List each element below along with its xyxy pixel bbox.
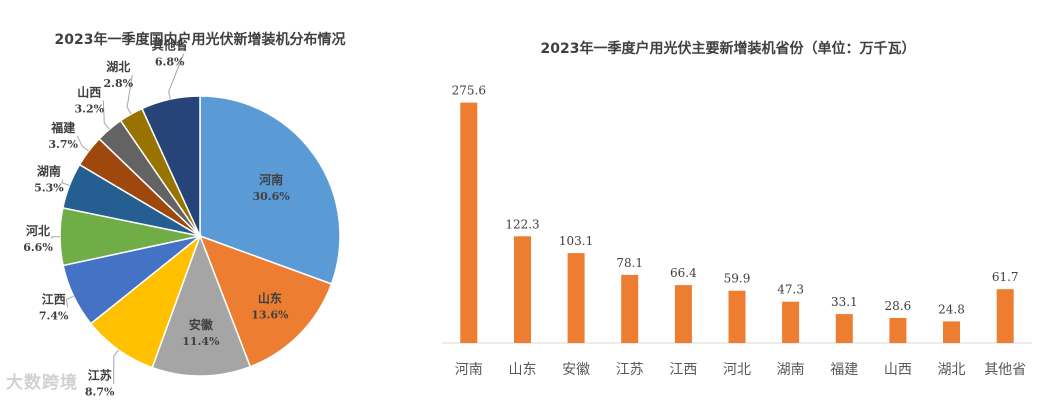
- x-tick-label-0: 河南: [455, 362, 483, 378]
- pie-label-0: 河南: [258, 172, 283, 187]
- pie-percent-8: 3.2%: [75, 102, 105, 115]
- x-tick-label-7: 福建: [830, 362, 858, 378]
- pie-leader-4: [65, 295, 74, 308]
- pie-leader-8: [102, 100, 110, 130]
- x-tick-label-1: 山东: [509, 362, 537, 378]
- bar-value-label-4: 66.4: [670, 266, 697, 280]
- pie-leader-9: [126, 74, 133, 115]
- pie-slice-10: [141, 95, 201, 237]
- pie-leader-5: [51, 236, 60, 239]
- pie-leader-6: [61, 179, 70, 186]
- bar-1: [514, 236, 531, 343]
- pie-percent-5: 6.6%: [23, 241, 53, 254]
- pie-slice-2: [151, 233, 252, 377]
- x-tick-label-8: 山西: [884, 362, 912, 378]
- bar-value-label-3: 78.1: [616, 256, 643, 270]
- bar-value-label-2: 103.1: [559, 234, 593, 248]
- pie-slice-1: [198, 234, 333, 368]
- bar-value-label-5: 59.9: [724, 272, 751, 286]
- pie-leader-7: [76, 135, 89, 152]
- pie-percent-0: 30.6%: [252, 190, 290, 203]
- pie-label-8: 山西: [77, 84, 101, 99]
- pie-leader-10: [168, 53, 185, 100]
- bar-4: [674, 285, 692, 343]
- bar-value-label-0: 275.6: [452, 84, 486, 98]
- bar-value-label-9: 24.8: [938, 302, 965, 316]
- pie-percent-4: 7.4%: [39, 310, 69, 323]
- pie-label-7: 福建: [50, 120, 76, 135]
- pie-percent-1: 13.6%: [251, 309, 289, 322]
- x-tick-label-5: 河北: [723, 362, 751, 378]
- bar-value-label-8: 28.6: [885, 299, 912, 313]
- pie-label-4: 江西: [42, 292, 66, 307]
- watermark: 大数跨境: [6, 373, 78, 393]
- pie-label-6: 湖南: [37, 164, 61, 179]
- pie-percent-2: 11.4%: [182, 335, 220, 348]
- pie-chart: 2023年一季度国内户用光伏新增装机分布情况 河南 30.6% 山东 13.6% 安徽 1…: [23, 31, 346, 399]
- bar-8: [889, 318, 907, 343]
- pie-label-9: 湖北: [106, 59, 130, 74]
- bar-3: [621, 274, 639, 343]
- bar-value-label-6: 47.3: [777, 283, 804, 297]
- pie-label-2: 安徽: [189, 317, 214, 332]
- bar-10: [996, 289, 1014, 343]
- bar-value-label-1: 122.3: [505, 217, 539, 231]
- bar-5: [728, 290, 746, 343]
- bar-value-label-10: 61.7: [992, 270, 1019, 284]
- pie-percent-3: 8.7%: [85, 386, 115, 399]
- pie-slice-0: [199, 95, 341, 285]
- bar-9: [943, 321, 960, 343]
- pie-percent-9: 2.8%: [104, 77, 134, 90]
- pie-percent-10: 6.8%: [155, 56, 185, 69]
- bar-2: [567, 253, 585, 343]
- x-tick-label-2: 安徽: [562, 362, 590, 378]
- pie-label-1: 山东: [258, 291, 282, 306]
- x-tick-label-10: 其他省: [984, 362, 1026, 378]
- x-tick-label-6: 湖南: [777, 362, 805, 378]
- bar-value-label-7: 33.1: [831, 295, 858, 309]
- pie-percent-7: 3.7%: [48, 138, 78, 151]
- bar-6: [782, 301, 800, 343]
- pie-label-10: 其他省: [152, 38, 188, 53]
- bar-chart-title: 2023年一季度户用光伏主要新增装机省份（单位：万千瓦）: [541, 40, 916, 57]
- pie-label-3: 江苏: [88, 368, 112, 383]
- pie-label-5: 河北: [25, 223, 50, 238]
- pie-chart-title: 2023年一季度国内户用光伏新增装机分布情况: [55, 31, 346, 48]
- bar-chart: 2023年一季度户用光伏主要新增装机省份（单位：万千瓦） 275.6 122.3 1…: [442, 40, 1032, 378]
- pie-percent-6: 5.3%: [34, 182, 64, 195]
- pie-leader-3: [113, 349, 119, 384]
- x-tick-label-4: 江西: [669, 362, 697, 378]
- x-tick-label-3: 江苏: [616, 362, 644, 378]
- x-tick-label-9: 湖北: [938, 362, 966, 378]
- bar-0: [460, 102, 478, 343]
- bar-7: [835, 314, 853, 343]
